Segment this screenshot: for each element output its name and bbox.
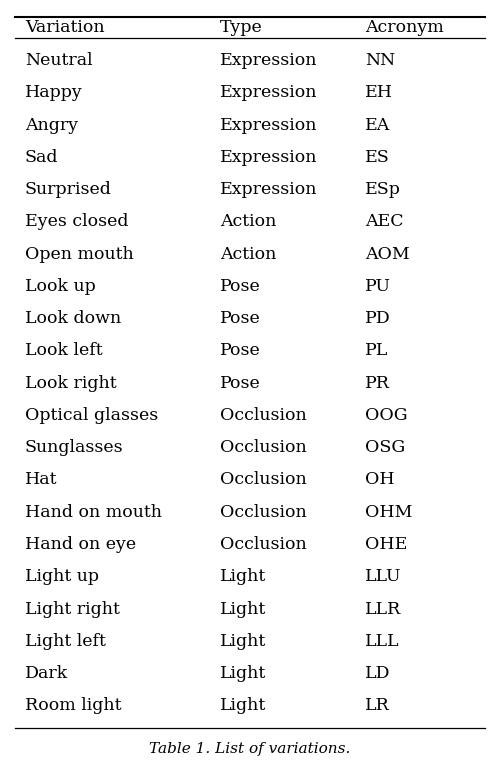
Text: Look down: Look down [25, 310, 121, 327]
Text: OOG: OOG [365, 407, 408, 424]
Text: Expression: Expression [220, 117, 318, 134]
Text: Light up: Light up [25, 568, 99, 585]
Text: EH: EH [365, 84, 393, 101]
Text: Open mouth: Open mouth [25, 246, 134, 263]
Text: PD: PD [365, 310, 391, 327]
Text: Variation: Variation [25, 19, 104, 36]
Text: Pose: Pose [220, 343, 261, 359]
Text: Hand on eye: Hand on eye [25, 536, 136, 553]
Text: Look up: Look up [25, 278, 96, 295]
Text: Light: Light [220, 568, 266, 585]
Text: OSG: OSG [365, 439, 405, 456]
Text: Angry: Angry [25, 117, 78, 134]
Text: Acronym: Acronym [365, 19, 444, 36]
Text: Hand on mouth: Hand on mouth [25, 504, 162, 521]
Text: Light: Light [220, 601, 266, 617]
Text: Hat: Hat [25, 472, 58, 488]
Text: LLL: LLL [365, 633, 400, 650]
Text: Occlusion: Occlusion [220, 439, 307, 456]
Text: Pose: Pose [220, 310, 261, 327]
Text: OHE: OHE [365, 536, 408, 553]
Text: EA: EA [365, 117, 390, 134]
Text: Type: Type [220, 19, 263, 36]
Text: Sad: Sad [25, 149, 58, 166]
Text: Table 1. List of variations.: Table 1. List of variations. [150, 742, 350, 756]
Text: Action: Action [220, 246, 276, 263]
Text: Pose: Pose [220, 278, 261, 295]
Text: Expression: Expression [220, 181, 318, 198]
Text: ESp: ESp [365, 181, 401, 198]
Text: Eyes closed: Eyes closed [25, 214, 128, 230]
Text: PR: PR [365, 375, 390, 392]
Text: PL: PL [365, 343, 388, 359]
Text: NN: NN [365, 52, 395, 69]
Text: Expression: Expression [220, 149, 318, 166]
Text: Light: Light [220, 633, 266, 650]
Text: PU: PU [365, 278, 391, 295]
Text: Optical glasses: Optical glasses [25, 407, 158, 424]
Text: Expression: Expression [220, 84, 318, 101]
Text: OHM: OHM [365, 504, 412, 521]
Text: Action: Action [220, 214, 276, 230]
Text: Occlusion: Occlusion [220, 472, 307, 488]
Text: Neutral: Neutral [25, 52, 92, 69]
Text: Sunglasses: Sunglasses [25, 439, 124, 456]
Text: Dark: Dark [25, 665, 68, 682]
Text: Look right: Look right [25, 375, 116, 392]
Text: Light: Light [220, 697, 266, 714]
Text: ES: ES [365, 149, 390, 166]
Text: LLR: LLR [365, 601, 401, 617]
Text: LLU: LLU [365, 568, 402, 585]
Text: Occlusion: Occlusion [220, 504, 307, 521]
Text: Happy: Happy [25, 84, 83, 101]
Text: Surprised: Surprised [25, 181, 112, 198]
Text: Occlusion: Occlusion [220, 407, 307, 424]
Text: AOM: AOM [365, 246, 410, 263]
Text: LR: LR [365, 697, 390, 714]
Text: Room light: Room light [25, 697, 122, 714]
Text: Light right: Light right [25, 601, 120, 617]
Text: LD: LD [365, 665, 390, 682]
Text: Pose: Pose [220, 375, 261, 392]
Text: Occlusion: Occlusion [220, 536, 307, 553]
Text: Expression: Expression [220, 52, 318, 69]
Text: AEC: AEC [365, 214, 404, 230]
Text: Light left: Light left [25, 633, 106, 650]
Text: OH: OH [365, 472, 394, 488]
Text: Look left: Look left [25, 343, 102, 359]
Text: Light: Light [220, 665, 266, 682]
